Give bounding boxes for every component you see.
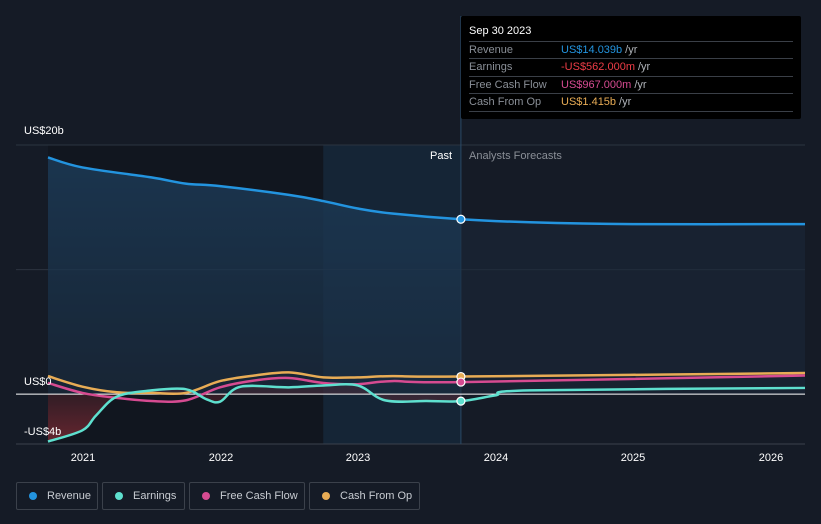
series-line-earnings	[47, 383, 806, 443]
past-label: Past	[430, 150, 453, 162]
x-tick-label: 2024	[483, 452, 509, 464]
series-line-revenue	[47, 156, 806, 226]
y-tick-label: US$20b	[24, 125, 64, 137]
tooltip-row-fcf: Free Cash Flow US$967.000m/yr	[469, 76, 793, 94]
tooltip-row-revenue: Revenue US$14.039b/yr	[469, 41, 793, 59]
tooltip-unit: /yr	[638, 61, 651, 73]
tooltip-unit: /yr	[619, 96, 632, 108]
y-tick-label: US$0	[24, 376, 52, 388]
x-tick-label: 2021	[70, 452, 96, 464]
tooltip-row-earnings: Earnings -US$562.000m/yr	[469, 58, 793, 76]
tooltip-label: Earnings	[469, 61, 513, 73]
legend-revenue[interactable]: Revenue	[16, 482, 98, 510]
fcf-dot-icon	[202, 492, 210, 500]
data-point-revenue	[456, 214, 466, 224]
x-tick-label: 2025	[620, 452, 646, 464]
x-tick-label: 2026	[758, 452, 784, 464]
tooltip-date: Sep 30 2023	[469, 25, 532, 37]
x-tick-label: 2022	[208, 452, 234, 464]
earnings-dot-icon	[115, 492, 123, 500]
tooltip-value: US$967.000m	[561, 79, 632, 91]
series-line-cash-from-op	[47, 371, 806, 396]
tooltip-label: Free Cash Flow	[469, 79, 547, 91]
revenue-dot-icon	[29, 492, 37, 500]
legend-free-cash-flow[interactable]: Free Cash Flow	[189, 482, 305, 510]
y-tick-label: -US$4b	[24, 426, 62, 438]
tooltip-unit: /yr	[634, 79, 647, 91]
tooltip-row-cfo: Cash From Op US$1.415b/yr	[469, 93, 793, 111]
data-point-free-cash-flow	[456, 377, 466, 387]
legend-label: Cash From Op	[340, 490, 413, 502]
series-line-free-cash-flow	[47, 374, 806, 403]
cfo-dot-icon	[322, 492, 330, 500]
tooltip: Sep 30 2023 Revenue US$14.039b/yr Earning…	[461, 16, 801, 119]
x-tick-label: 2023	[345, 452, 371, 464]
data-point-earnings	[456, 396, 466, 406]
revenue-forecast-area	[48, 157, 805, 395]
legend-label: Earnings	[133, 490, 177, 502]
legend-cash-from-op[interactable]: Cash From Op	[309, 482, 420, 510]
tooltip-label: Cash From Op	[469, 96, 542, 108]
tooltip-value: US$1.415b	[561, 96, 617, 108]
legend-label: Free Cash Flow	[220, 490, 298, 502]
tooltip-value: US$14.039b	[561, 44, 623, 56]
tooltip-unit: /yr	[625, 44, 638, 56]
forecast-label: Analysts Forecasts	[469, 150, 562, 162]
tooltip-label: Revenue	[469, 44, 514, 56]
tooltip-value: -US$562.000m	[561, 61, 635, 73]
legend-earnings[interactable]: Earnings	[102, 482, 185, 510]
legend-label: Revenue	[47, 490, 92, 502]
